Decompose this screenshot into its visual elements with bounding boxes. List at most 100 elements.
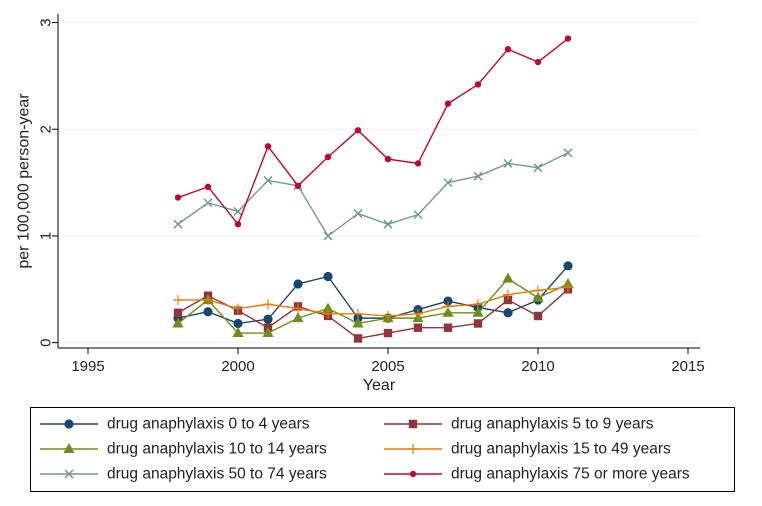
data-point bbox=[234, 221, 242, 228]
data-point bbox=[352, 317, 364, 328]
legend-box bbox=[30, 407, 735, 492]
data-point bbox=[293, 279, 303, 289]
x-tick-label: 2005 bbox=[371, 358, 404, 375]
y-tick-label: 1 bbox=[38, 232, 55, 240]
series-line bbox=[177, 277, 569, 334]
data-point bbox=[503, 308, 513, 318]
x-tick-label: 2000 bbox=[221, 358, 254, 375]
data-point bbox=[262, 327, 274, 338]
data-point bbox=[474, 81, 482, 88]
data-point bbox=[292, 312, 304, 323]
data-point bbox=[563, 282, 573, 293]
legend-item: drug anaphylaxis 5 to 9 years bbox=[384, 416, 654, 433]
data-point bbox=[203, 307, 213, 317]
data-point bbox=[173, 294, 183, 305]
data-point bbox=[263, 314, 273, 324]
legend-label: drug anaphylaxis 10 to 14 years bbox=[107, 441, 327, 458]
series-line bbox=[177, 37, 569, 225]
data-point bbox=[473, 171, 483, 181]
data-point bbox=[443, 301, 453, 312]
data-point bbox=[443, 296, 453, 306]
series-3 bbox=[172, 272, 574, 338]
legend-item: drug anaphylaxis 75 or more years bbox=[384, 466, 690, 483]
data-point bbox=[203, 198, 213, 208]
legend-label: drug anaphylaxis 0 to 4 years bbox=[107, 416, 310, 433]
legend-swatch-marker bbox=[409, 470, 417, 478]
legend-item: drug anaphylaxis 0 to 4 years bbox=[40, 416, 310, 433]
x-tick-label: 2015 bbox=[671, 358, 704, 375]
data-point bbox=[294, 182, 302, 190]
data-point bbox=[533, 285, 543, 296]
y-axis-title: per 100,000 person-year bbox=[16, 93, 33, 269]
y-tick-label: 0 bbox=[38, 338, 55, 346]
data-point bbox=[502, 272, 514, 283]
legend-label: drug anaphylaxis 15 to 49 years bbox=[451, 441, 671, 458]
data-point bbox=[532, 291, 544, 302]
data-point bbox=[533, 163, 543, 173]
data-point bbox=[173, 219, 183, 229]
data-point bbox=[232, 327, 244, 338]
y-tick-label: 3 bbox=[38, 18, 55, 26]
data-point bbox=[204, 183, 212, 191]
data-point bbox=[323, 271, 333, 282]
data-point bbox=[354, 127, 362, 134]
series-line bbox=[177, 152, 569, 237]
legend-item: drug anaphylaxis 15 to 49 years bbox=[384, 441, 671, 458]
legend-swatch-marker bbox=[64, 419, 74, 429]
data-point bbox=[534, 58, 542, 66]
data-point bbox=[383, 219, 393, 229]
data-point bbox=[503, 289, 513, 300]
data-point bbox=[503, 295, 513, 305]
data-point bbox=[293, 303, 303, 314]
legend-swatch-marker bbox=[408, 419, 418, 429]
data-point bbox=[353, 209, 363, 219]
data-point bbox=[444, 100, 452, 107]
series-layer bbox=[172, 35, 574, 343]
data-point bbox=[383, 310, 393, 321]
series-5 bbox=[173, 148, 573, 241]
legend-label: drug anaphylaxis 50 to 74 years bbox=[107, 466, 327, 483]
x-axis-title: Year bbox=[363, 377, 396, 394]
legend-item: drug anaphylaxis 10 to 14 years bbox=[40, 441, 327, 458]
legend-swatch-marker bbox=[408, 444, 418, 454]
data-point bbox=[323, 231, 333, 241]
legend-swatch-marker bbox=[64, 469, 74, 479]
data-point bbox=[414, 160, 422, 167]
data-point bbox=[384, 155, 392, 163]
gridlines bbox=[58, 22, 700, 344]
data-point bbox=[322, 302, 334, 313]
data-point bbox=[473, 319, 483, 328]
data-point bbox=[263, 175, 273, 185]
data-point bbox=[324, 153, 332, 161]
legend-swatch-marker bbox=[63, 443, 75, 453]
data-point bbox=[233, 303, 243, 314]
data-point bbox=[323, 308, 333, 319]
legend: drug anaphylaxis 0 to 4 years drug anaphy… bbox=[30, 407, 735, 492]
series-line bbox=[177, 265, 569, 325]
legend-label: drug anaphylaxis 5 to 9 years bbox=[451, 416, 654, 433]
data-point bbox=[443, 323, 453, 332]
legend-item: drug anaphylaxis 50 to 74 years bbox=[40, 466, 327, 483]
series-line bbox=[178, 286, 569, 317]
y-tick-label: 2 bbox=[38, 125, 55, 133]
series-line bbox=[177, 288, 569, 340]
data-point bbox=[353, 334, 363, 343]
data-point bbox=[504, 46, 512, 53]
legend-label: drug anaphylaxis 75 or more years bbox=[451, 466, 690, 483]
data-point bbox=[173, 308, 183, 317]
data-point bbox=[563, 261, 573, 271]
data-point bbox=[533, 311, 543, 321]
x-tick-label: 2010 bbox=[521, 358, 554, 375]
data-point bbox=[503, 158, 513, 168]
data-point bbox=[442, 306, 454, 317]
data-point bbox=[473, 299, 483, 310]
data-point bbox=[264, 143, 272, 150]
data-point bbox=[172, 317, 184, 328]
x-tick-label: 1995 bbox=[71, 358, 104, 375]
data-point bbox=[443, 178, 453, 188]
data-point bbox=[383, 328, 393, 338]
data-point bbox=[233, 206, 243, 216]
data-point bbox=[233, 318, 243, 329]
data-point bbox=[413, 210, 423, 220]
